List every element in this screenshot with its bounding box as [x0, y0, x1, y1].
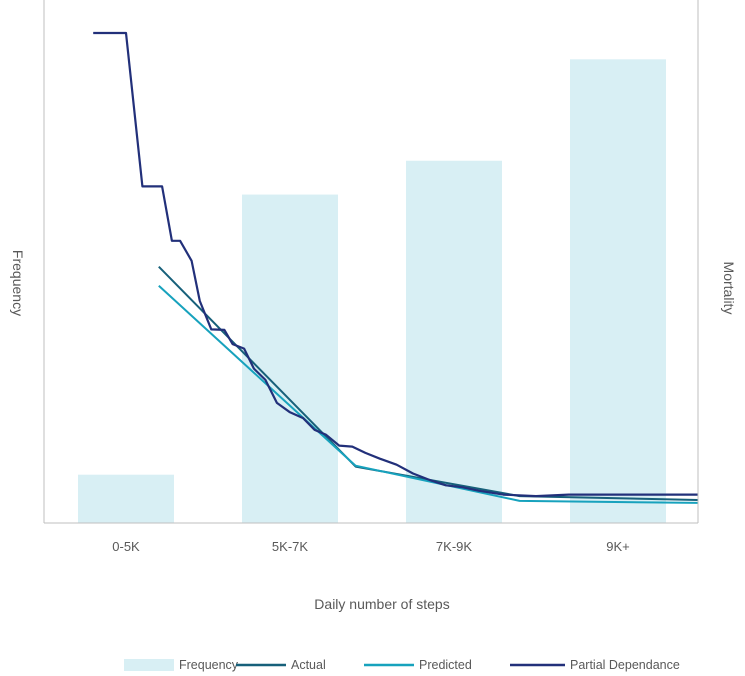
legend-label: Predicted — [419, 658, 472, 672]
legend-item-predicted: Predicted — [364, 658, 472, 672]
bar-9K+ — [570, 59, 666, 523]
legend-label: Actual — [291, 658, 326, 672]
y-axis-title-right: Mortality — [721, 262, 737, 315]
bar-0-5K — [78, 475, 174, 523]
bar-7K-9K — [406, 161, 502, 523]
bar-5K-7K — [242, 195, 338, 523]
y-axis-title-left: Frequency — [10, 250, 26, 316]
x-tick-label: 5K-7K — [272, 539, 308, 554]
frequency-bars — [78, 59, 666, 523]
legend-label: Partial Dependance — [570, 658, 680, 672]
legend: Frequency Actual Predicted Partial Dependan… — [124, 658, 680, 672]
x-tick-label: 0-5K — [112, 539, 140, 554]
x-tick-labels: 0-5K 5K-7K 7K-9K 9K+ — [112, 539, 629, 554]
legend-swatch — [124, 659, 174, 671]
legend-item-partial-dependance: Partial Dependance — [510, 658, 680, 672]
x-tick-label: 9K+ — [606, 539, 630, 554]
legend-label: Frequency — [179, 658, 239, 672]
legend-item-frequency: Frequency — [124, 658, 239, 672]
x-tick-label: 7K-9K — [436, 539, 472, 554]
x-axis-title: Daily number of steps — [314, 596, 449, 612]
legend-item-actual: Actual — [236, 658, 326, 672]
